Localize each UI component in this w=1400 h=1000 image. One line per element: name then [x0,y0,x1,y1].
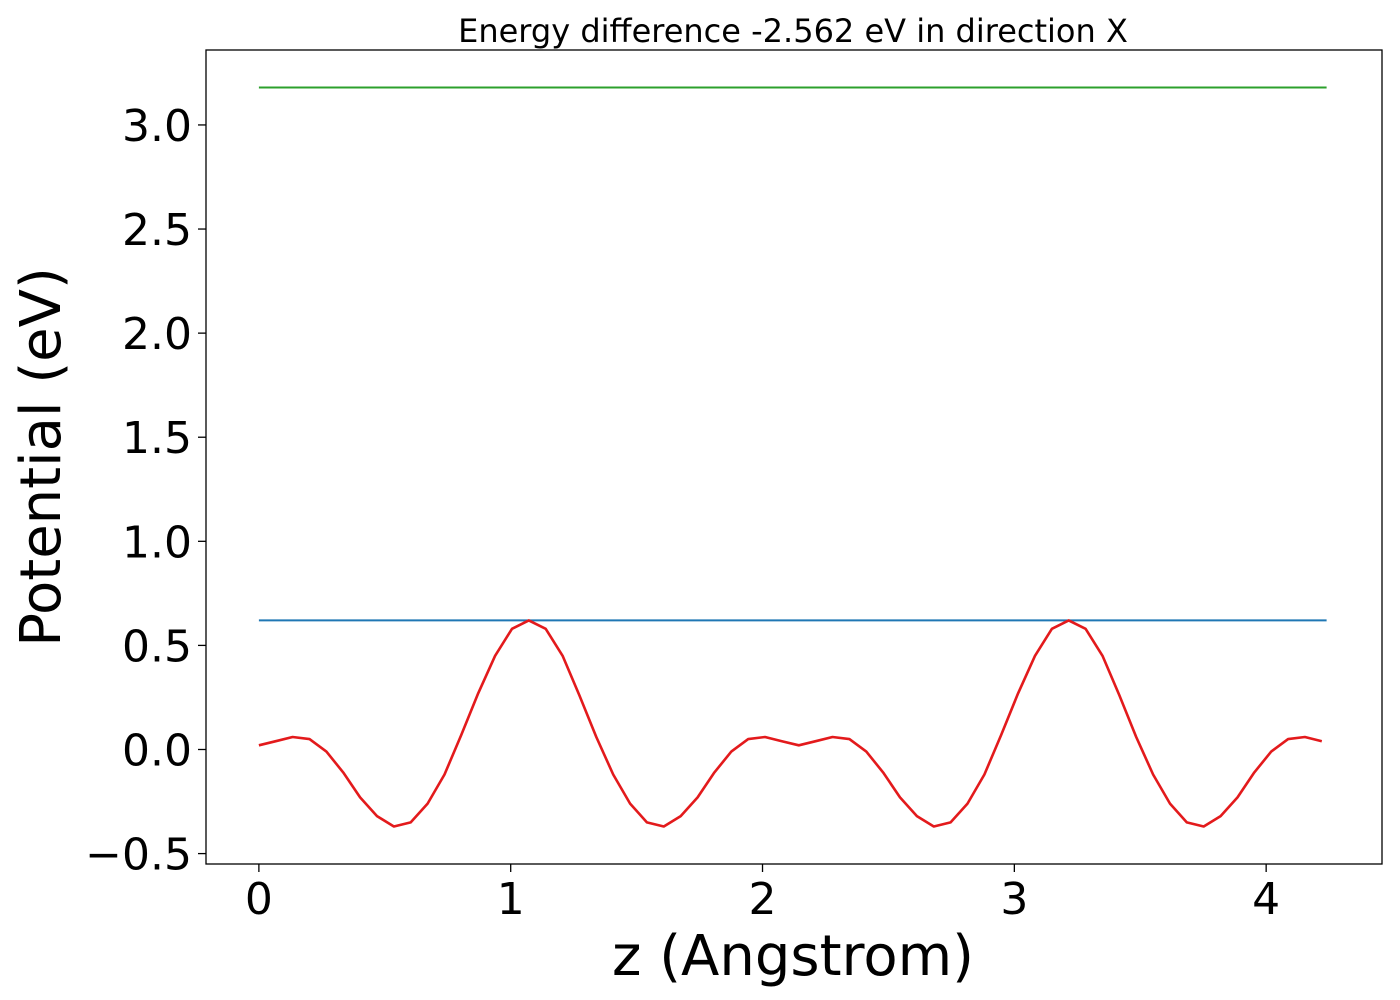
y-tick-label: −0.5 [85,830,192,881]
y-axis-label: Potential (eV) [9,267,74,647]
y-tick-label: 2.0 [122,309,192,360]
x-axis-ticks: 0 1 2 3 4 [245,864,1280,925]
x-axis-label: z (Angstrom) [612,924,974,989]
y-tick-label: 2.5 [122,205,192,256]
series-line-2 [258,619,1323,828]
y-tick-label: 1.5 [122,413,192,464]
x-tick-label: 1 [497,874,525,925]
y-tick-label: 3.0 [122,101,192,152]
plot-lines [258,86,1327,828]
plot-area-frame [205,49,1383,865]
y-tick-label: 1.0 [122,517,192,568]
x-tick-label: 0 [245,874,273,925]
y-tick-label: 0.5 [122,621,192,672]
x-tick-label: 4 [1252,874,1280,925]
y-axis-ticks: −0.5 0.0 0.5 1.0 1.5 2.0 2.5 3.0 [85,101,206,881]
y-tick-label: 0.0 [122,725,192,776]
x-tick-label: 2 [749,874,777,925]
x-tick-label: 3 [1000,874,1028,925]
chart-title: Energy difference -2.562 eV in direction… [458,12,1128,50]
